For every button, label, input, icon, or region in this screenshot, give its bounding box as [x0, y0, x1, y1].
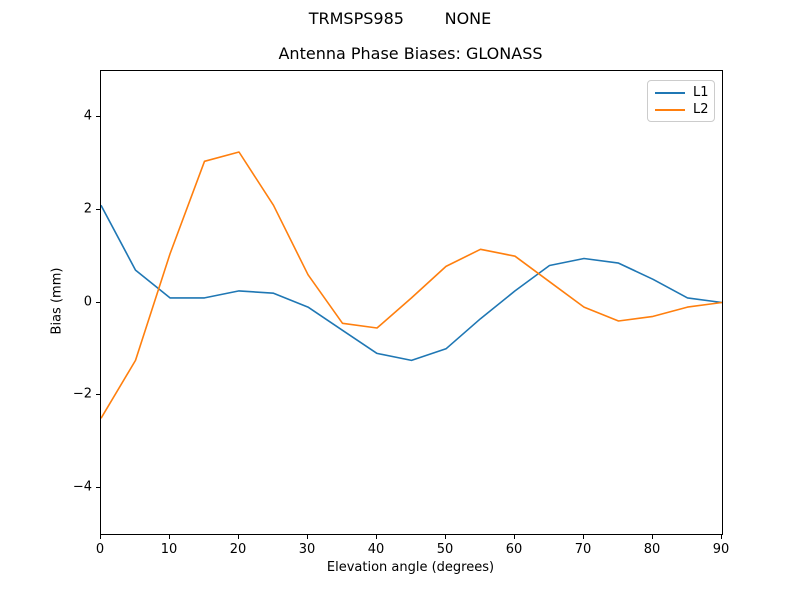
- x-tick-label: 60: [505, 542, 523, 557]
- y-tick-label: −2: [72, 386, 92, 402]
- x-tick-mark: [238, 535, 239, 539]
- x-tick-mark: [307, 535, 308, 539]
- l2-line-swatch: [655, 108, 685, 111]
- x-tick-mark: [721, 535, 722, 539]
- series-line-l2: [101, 151, 722, 419]
- x-tick-label: 30: [298, 542, 316, 557]
- x-tick-label: 70: [574, 542, 592, 557]
- x-tick-mark: [169, 535, 170, 539]
- x-tick-label: 40: [367, 542, 385, 557]
- x-axis-label: Elevation angle (degrees): [326, 560, 495, 575]
- legend: L1 L2: [647, 80, 715, 122]
- y-tick-mark: [96, 301, 100, 303]
- y-tick-mark: [96, 394, 100, 396]
- series-line-l1: [101, 204, 722, 362]
- x-tick-label: 90: [712, 542, 730, 557]
- x-tick-mark: [514, 535, 515, 539]
- y-tick-label: −4: [72, 479, 92, 495]
- figure-suptitle: TRMSPS985 NONE: [308, 9, 492, 28]
- x-tick-mark: [583, 535, 584, 539]
- x-tick-label: 20: [229, 542, 247, 557]
- y-tick-mark: [96, 486, 100, 488]
- y-tick-label: 4: [83, 108, 92, 124]
- l1-line-swatch: [655, 91, 685, 94]
- line-plot-svg: [101, 151, 722, 419]
- y-tick-label: 0: [83, 294, 92, 309]
- plot-area: L1 L2: [100, 70, 723, 535]
- y-tick-label: 2: [83, 201, 92, 217]
- x-tick-label: 0: [95, 542, 105, 557]
- y-tick-mark: [96, 208, 100, 210]
- chart-title: Antenna Phase Biases: GLONASS: [278, 44, 543, 63]
- x-tick-label: 50: [436, 542, 454, 557]
- legend-entry-l2: L2: [655, 101, 709, 118]
- x-tick-mark: [652, 535, 653, 539]
- legend-entry-l1: L1: [655, 84, 709, 101]
- x-tick-mark: [100, 535, 101, 539]
- legend-label-l1: L1: [693, 84, 709, 100]
- y-tick-mark: [96, 116, 100, 118]
- legend-label-l2: L2: [693, 101, 709, 117]
- x-tick-label: 10: [160, 542, 178, 557]
- x-tick-mark: [445, 535, 446, 539]
- x-tick-label: 80: [643, 542, 661, 557]
- x-tick-mark: [376, 535, 377, 539]
